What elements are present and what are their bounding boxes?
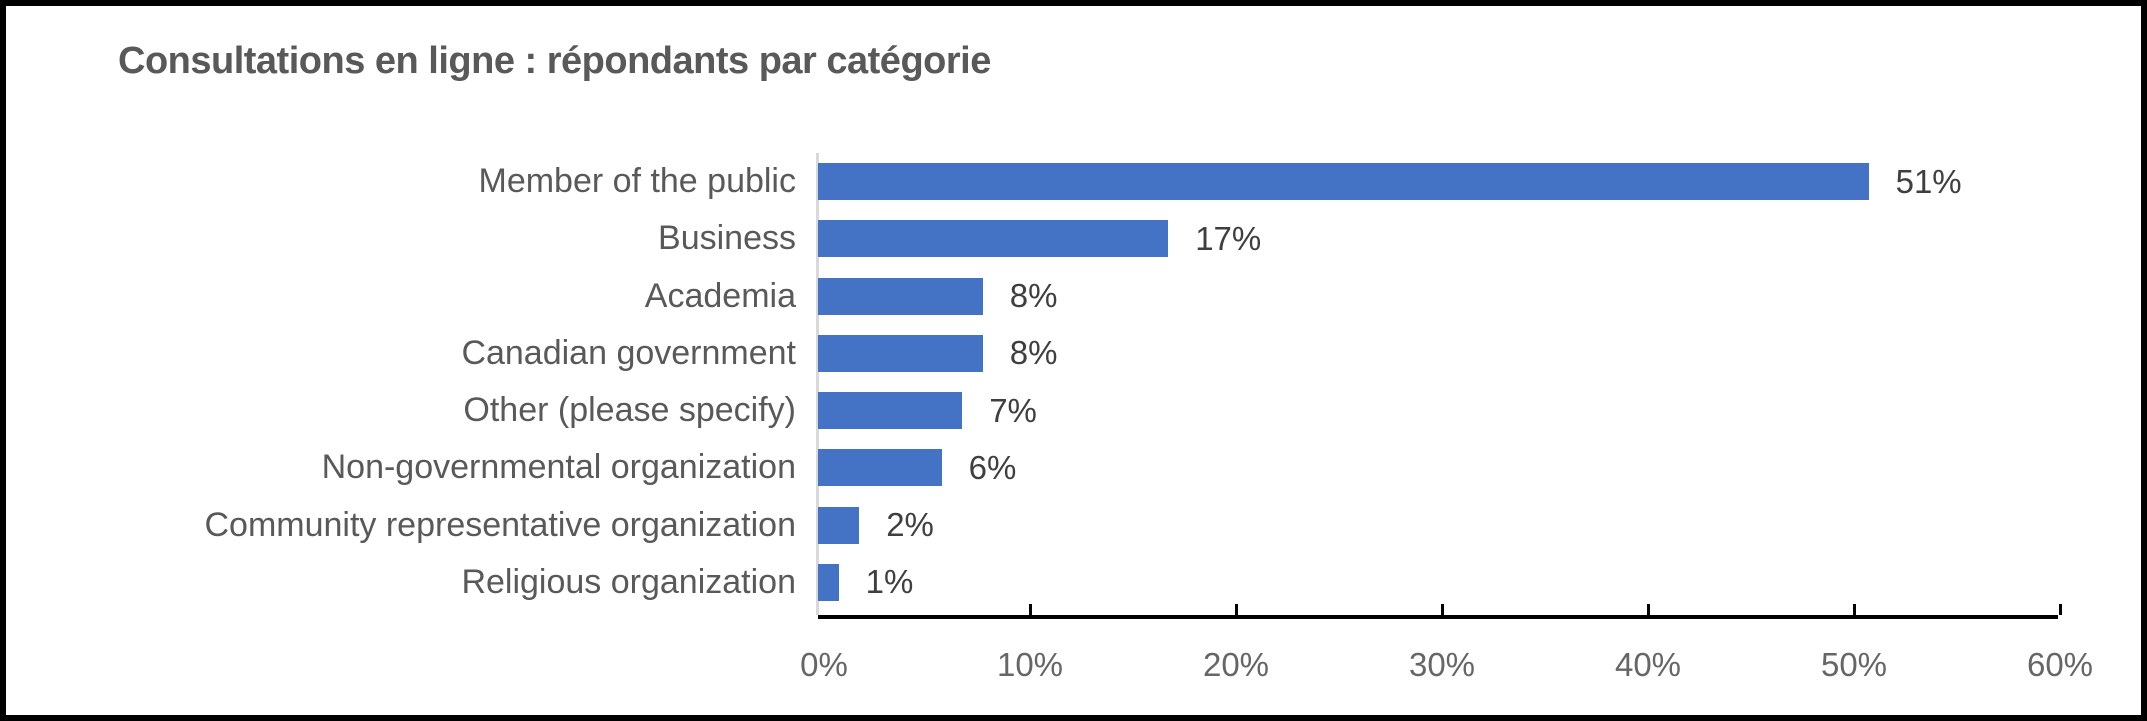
x-axis-tick-label: 50% <box>1820 646 1888 683</box>
category-label: Community representative organization <box>204 505 796 544</box>
category-label: Academia <box>644 276 796 315</box>
value-label: 8% <box>1009 334 1058 372</box>
x-axis-tick <box>2059 604 2062 615</box>
x-axis-tick-label: 10% <box>996 646 1064 683</box>
x-axis-tick <box>1441 604 1444 615</box>
value-label: 2% <box>886 506 934 544</box>
bar-row: Other (please specify) 7% <box>6 382 2054 439</box>
bar-row: Business 17% <box>6 210 2054 267</box>
bar-row: Canadian government 8% <box>6 325 2054 382</box>
category-label: Other (please specify) <box>463 391 796 430</box>
x-axis-tick-label: 60% <box>2026 646 2094 683</box>
value-label: 8% <box>1009 277 1058 315</box>
bar-track: 51% <box>818 153 2054 210</box>
bar-track: 7% <box>818 382 2054 439</box>
x-axis-tick <box>1853 604 1856 615</box>
y-axis-baseline <box>816 153 819 615</box>
category-label: Canadian government <box>461 333 796 372</box>
chart-title: Consultations en ligne : répondants par … <box>118 40 991 82</box>
bar <box>818 277 983 315</box>
bar-row: Academia 8% <box>6 268 2054 325</box>
bar-row: Non-governmental organization 6% <box>6 439 2054 496</box>
bar <box>818 449 942 487</box>
value-label: 1% <box>865 563 914 601</box>
x-axis-tick <box>1647 604 1650 615</box>
bar-track: 8% <box>818 325 2054 382</box>
x-axis-tick <box>1235 604 1238 615</box>
category-label: Business <box>658 219 796 258</box>
bar <box>818 563 839 601</box>
bar-track: 2% <box>818 497 2054 554</box>
x-axis-tick-label: 0% <box>800 646 848 683</box>
bar-chart-plot-area: Member of the public 51% Business 17% Academ… <box>6 153 2054 611</box>
bar <box>818 506 860 544</box>
value-label: 6% <box>968 448 1017 486</box>
bar <box>818 392 963 430</box>
x-axis-tick-label: 30% <box>1408 646 1476 683</box>
bar-row: Religious organization 1% <box>6 554 2054 611</box>
value-label: 51% <box>1895 162 1962 200</box>
x-axis-line <box>818 615 2058 619</box>
bar-track: 8% <box>818 268 2054 325</box>
bar-track: 6% <box>818 439 2054 496</box>
bar-row: Community representative organization 2% <box>6 497 2054 554</box>
category-label: Non-governmental organization <box>321 448 796 487</box>
value-label: 17% <box>1195 219 1262 257</box>
category-label: Member of the public <box>478 162 797 201</box>
bar <box>818 163 1869 201</box>
bar-track: 1% <box>818 554 2054 611</box>
x-axis-tick <box>1029 604 1032 615</box>
x-axis-tick-label: 20% <box>1202 646 1270 683</box>
x-axis-tick-label: 40% <box>1614 646 1682 683</box>
category-label: Religious organization <box>461 562 796 601</box>
bar-row: Member of the public 51% <box>6 153 2054 210</box>
bar <box>818 220 1169 258</box>
bar <box>818 334 983 372</box>
value-label: 7% <box>989 391 1037 429</box>
bar-track: 17% <box>818 210 2054 267</box>
